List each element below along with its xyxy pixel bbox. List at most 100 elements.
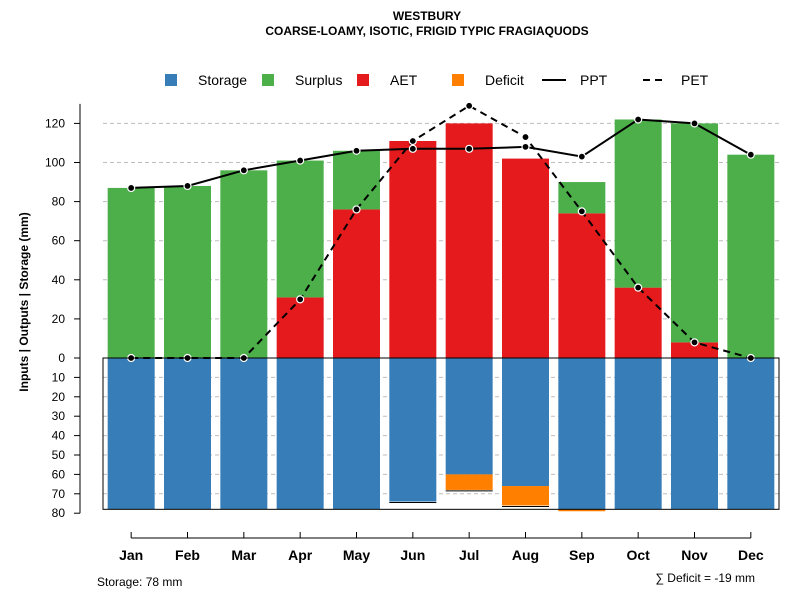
storage-footnote: Storage: 78 mm [97, 575, 182, 589]
bar-storage [276, 358, 324, 510]
bar-surplus [164, 185, 211, 358]
y-tick-label: 80 [52, 195, 66, 209]
point-ppt [690, 119, 699, 128]
legend-label-deficit: Deficit [485, 72, 524, 88]
x-tick-label: Sep [569, 547, 595, 563]
bar-surplus [276, 160, 324, 298]
bar-aet [333, 209, 380, 358]
point-pet [690, 338, 699, 347]
x-tick-label: Aug [512, 547, 539, 563]
x-tick-label: Oct [626, 547, 650, 563]
bar-surplus [107, 187, 155, 358]
point-ppt [408, 144, 417, 153]
y-tick-label: 40 [52, 429, 66, 443]
bar-aet [614, 287, 662, 358]
bar-storage [220, 358, 268, 510]
point-pet [465, 101, 474, 110]
bar-storage [389, 358, 437, 502]
chart-title: WESTBURY [393, 9, 461, 23]
y-tick-label: 70 [52, 487, 66, 501]
point-ppt [634, 115, 643, 124]
point-ppt [746, 150, 755, 159]
bars [107, 119, 775, 512]
bar-aet [445, 123, 493, 359]
bar-aet [558, 213, 606, 358]
bar-deficit [445, 474, 493, 490]
bar-storage [107, 358, 155, 510]
legend-label-surplus: Surplus [295, 72, 342, 88]
bar-storage [558, 358, 606, 510]
point-ppt [183, 181, 192, 191]
legend-label-pet: PET [681, 72, 709, 88]
chart-subtitle: COARSE-LOAMY, ISOTIC, FRIGID TYPIC FRAGI… [265, 24, 588, 38]
bar-deficit [502, 486, 549, 506]
x-tick-label: Nov [681, 547, 708, 563]
lines [127, 101, 755, 363]
bar-surplus [614, 119, 662, 288]
bar-storage [614, 358, 662, 510]
bar-storage [727, 358, 775, 510]
y-tick-label: 20 [52, 312, 66, 326]
x-tick-label: Dec [738, 547, 764, 563]
x-tick-label: May [343, 547, 370, 563]
y-tick-label: 10 [52, 370, 66, 384]
legend-swatch-aet [357, 74, 369, 86]
y-tick-label: 20 [52, 390, 66, 404]
y-tick-label: 120 [45, 116, 65, 130]
y-tick-label: 0 [58, 351, 65, 365]
bar-storage [164, 358, 211, 510]
point-pet [352, 205, 361, 214]
y-tick-label: 40 [52, 273, 66, 287]
bar-storage [445, 358, 493, 475]
bar-aet [276, 297, 324, 358]
y-tick-label: 50 [52, 448, 66, 462]
y-tick-label: 60 [52, 234, 66, 248]
legend-label-storage: Storage [198, 72, 247, 88]
bar-surplus [220, 170, 268, 358]
line-ppt [131, 118, 752, 189]
x-tick-label: Feb [175, 547, 200, 563]
x-tick-label: Mar [231, 547, 256, 563]
x-tick-label: Jan [119, 547, 143, 563]
point-ppt [127, 183, 136, 193]
x-tick-label: Apr [288, 547, 313, 563]
bar-storage [333, 358, 380, 510]
point-pet [521, 132, 530, 142]
point-ppt [352, 146, 361, 155]
y-tick-label: 60 [52, 467, 66, 481]
y-axis-label: Inputs | Outputs | Storage (mm) [17, 212, 31, 391]
legend-swatch-storage [165, 74, 177, 86]
x-tick-label: Jun [400, 547, 425, 563]
bar-surplus [727, 154, 775, 358]
legend-swatch-surplus [262, 74, 274, 86]
legend-label-aet: AET [390, 72, 418, 88]
point-pet [577, 207, 586, 216]
axes: 0 20 40 60 80 100 120 10 20 30 40 50 60 70 80 Jan Feb Mar… [45, 103, 780, 563]
legend: Storage Surplus AET Deficit PPT PET [165, 72, 709, 88]
point-pet [296, 295, 305, 304]
bar-deficit [558, 509, 606, 512]
point-ppt [465, 144, 474, 153]
point-ppt [521, 142, 530, 151]
y-tick-label: 30 [52, 409, 66, 423]
bar-surplus [333, 150, 380, 210]
x-tick-label: Jul [459, 547, 479, 563]
y-tick-label: 80 [52, 506, 66, 520]
legend-swatch-deficit [452, 74, 464, 86]
point-ppt [577, 152, 586, 161]
bar-storage [671, 358, 718, 510]
point-ppt [239, 166, 248, 175]
point-ppt [296, 156, 305, 165]
point-pet [408, 136, 417, 146]
legend-label-ppt: PPT [580, 72, 608, 88]
bar-storage [502, 358, 549, 487]
bar-aet [502, 158, 549, 358]
bar-surplus [671, 123, 718, 343]
y-tick-label: 100 [45, 156, 65, 170]
point-pet [634, 283, 643, 292]
bar-aet [389, 140, 437, 358]
line-pet [131, 104, 752, 359]
deficit-footnote: ∑ Deficit = -19 mm [655, 571, 755, 585]
gridlines [103, 122, 779, 495]
